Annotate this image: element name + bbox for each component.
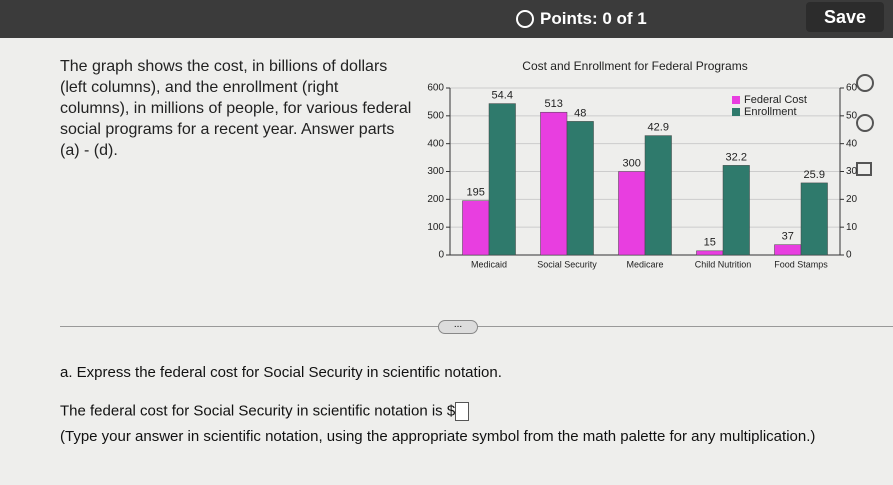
header-bar: Points: 0 of 1 Save (0, 0, 893, 38)
y2-tick-label: 10 (846, 222, 858, 233)
y-tick-label: 300 (427, 166, 444, 177)
data-label: 37 (782, 231, 794, 243)
instruction: (Type your answer in scientific notation… (60, 428, 816, 445)
bar (774, 244, 802, 256)
y2-tick-label: 0 (846, 250, 852, 261)
x-tick-label: Child Nutrition (695, 259, 752, 269)
expand-icon[interactable] (856, 162, 872, 176)
y-tick-label: 0 (438, 250, 444, 261)
data-label: 54.4 (492, 89, 513, 101)
legend-label: Enrollment (744, 106, 797, 118)
bar (800, 182, 828, 256)
data-label: 300 (623, 157, 641, 169)
y-tick-label: 400 (427, 138, 444, 149)
answer-prompt: The federal cost for Social Security in … (60, 402, 456, 420)
points: Points: 0 of 1 (540, 9, 647, 28)
y2-tick-label: 50 (846, 110, 858, 121)
x-tick-label: Medicare (626, 259, 663, 269)
data-label: 15 (704, 237, 716, 249)
x-tick-label: Food Stamps (774, 259, 828, 269)
save-button[interactable]: Save (806, 2, 884, 32)
bar (722, 165, 750, 256)
y2-tick-label: 20 (846, 194, 858, 205)
bar (462, 200, 490, 256)
chart: Cost and Enrollment for Federal Programs… (427, 59, 874, 269)
expand-button[interactable]: ... (438, 320, 478, 334)
data-label: 195 (467, 187, 485, 199)
y2-tick-label: 60 (846, 83, 858, 94)
x-tick-label: Medicaid (471, 259, 507, 269)
part-a: a. Express the federal cost for Social S… (60, 364, 502, 381)
y-tick-label: 500 (427, 110, 444, 121)
y2-tick-label: 30 (846, 166, 858, 177)
data-label: 48 (574, 107, 586, 119)
x-tick-label: Social Security (537, 259, 597, 269)
question-intro: The graph shows the cost, in billions of… (60, 58, 412, 159)
bar (566, 121, 594, 256)
chart-title: Cost and Enrollment for Federal Programs (522, 59, 747, 73)
legend-swatch (732, 96, 740, 104)
data-label: 513 (545, 98, 563, 110)
y-tick-label: 200 (427, 194, 444, 205)
bar (540, 111, 568, 256)
bar (644, 135, 672, 256)
zoom-in-icon[interactable] (856, 74, 874, 92)
bar (488, 103, 516, 256)
data-label: 42.9 (648, 122, 669, 134)
data-label: 32.2 (726, 151, 747, 163)
bar (696, 250, 724, 256)
data-label: 25.9 (804, 169, 825, 181)
legend-swatch (732, 108, 740, 116)
answer-box[interactable] (455, 402, 470, 421)
points-icon (516, 10, 534, 28)
zoom-out-icon[interactable] (856, 114, 874, 132)
y2-tick-label: 40 (846, 138, 858, 149)
y-tick-label: 600 (427, 83, 444, 94)
bar (618, 171, 646, 256)
y-tick-label: 100 (427, 222, 444, 233)
answer-line: The federal cost for Social Security in … (60, 402, 470, 421)
legend-label: Federal Cost (744, 94, 807, 106)
